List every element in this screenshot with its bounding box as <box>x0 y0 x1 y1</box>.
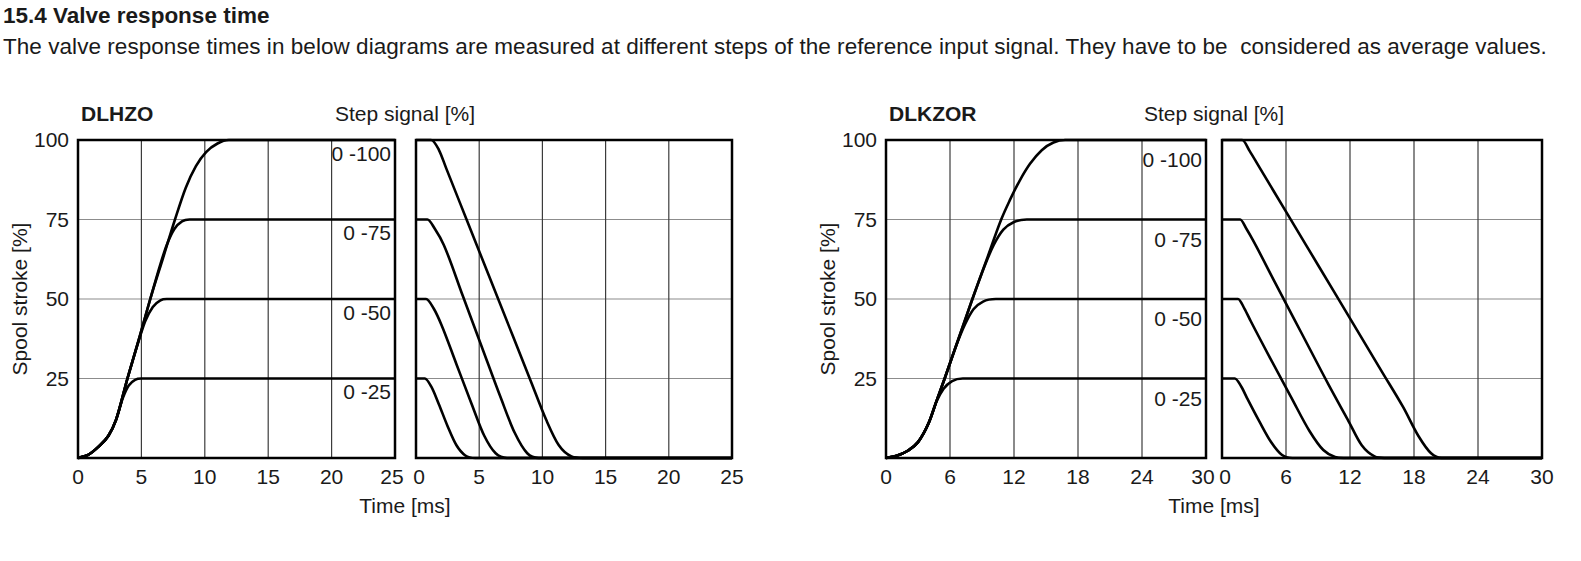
series-label: 0 -50 <box>271 302 391 324</box>
response-curve <box>416 379 732 459</box>
series-label: 0 -100 <box>271 143 391 165</box>
x-tick-label: 18 <box>1384 466 1444 488</box>
y-tick-label: 100 <box>9 129 69 151</box>
x-tick-label: 0 <box>389 466 449 488</box>
x-tick-label: 20 <box>302 466 362 488</box>
y-tick-label: 25 <box>817 368 877 390</box>
x-tick-label: 20 <box>639 466 699 488</box>
response-curve <box>1222 220 1542 459</box>
step-signal-label: Step signal [%] <box>1064 103 1364 125</box>
x-tick-label: 24 <box>1112 466 1172 488</box>
series-label: 0 -50 <box>1082 308 1202 330</box>
x-tick-label: 5 <box>449 466 509 488</box>
series-label: 0 -25 <box>1082 388 1202 410</box>
chart-panel-dlkzor-opening-response <box>886 140 1206 458</box>
x-tick-label: 10 <box>175 466 235 488</box>
chart-panel-dlhzo-opening-response <box>78 140 395 458</box>
x-tick-label: 15 <box>576 466 636 488</box>
y-tick-label: 50 <box>817 288 877 310</box>
x-tick-label: 12 <box>984 466 1044 488</box>
response-curve <box>416 220 732 459</box>
step-signal-label: Step signal [%] <box>255 103 555 125</box>
chart-panel-dlhzo-closing-response <box>416 140 732 458</box>
x-tick-label: 15 <box>238 466 298 488</box>
series-label: 0 -75 <box>1082 229 1202 251</box>
y-tick-label: 100 <box>817 129 877 151</box>
y-tick-label: 50 <box>9 288 69 310</box>
document-page: 15.4 Valve response time The valve respo… <box>0 0 1581 561</box>
y-tick-label: 25 <box>9 368 69 390</box>
x-tick-label: 24 <box>1448 466 1508 488</box>
x-tick-label: 0 <box>1195 466 1255 488</box>
response-curve <box>886 220 1206 459</box>
x-axis-title: Time [ms] <box>1114 495 1314 517</box>
response-time-figure: DLHZOStep signal [%]Time [ms]Spool strok… <box>0 0 1581 561</box>
chart-group-title: DLHZO <box>81 103 153 125</box>
x-tick-label: 5 <box>111 466 171 488</box>
chart-group-title: DLKZOR <box>889 103 977 125</box>
x-tick-label: 0 <box>48 466 108 488</box>
x-tick-label: 30 <box>1512 466 1572 488</box>
x-tick-label: 18 <box>1048 466 1108 488</box>
x-tick-label: 0 <box>856 466 916 488</box>
y-tick-label: 75 <box>9 209 69 231</box>
x-tick-label: 10 <box>512 466 572 488</box>
series-label: 0 -75 <box>271 222 391 244</box>
series-label: 0 -25 <box>271 381 391 403</box>
chart-panel-dlkzor-closing-response <box>1222 140 1542 458</box>
x-tick-label: 6 <box>1256 466 1316 488</box>
x-tick-label: 12 <box>1320 466 1380 488</box>
y-tick-label: 75 <box>817 209 877 231</box>
response-curve <box>1222 379 1542 459</box>
series-label: 0 -100 <box>1082 149 1202 171</box>
response-curve <box>78 220 395 459</box>
x-axis-title: Time [ms] <box>305 495 505 517</box>
x-tick-label: 6 <box>920 466 980 488</box>
x-tick-label: 25 <box>702 466 762 488</box>
